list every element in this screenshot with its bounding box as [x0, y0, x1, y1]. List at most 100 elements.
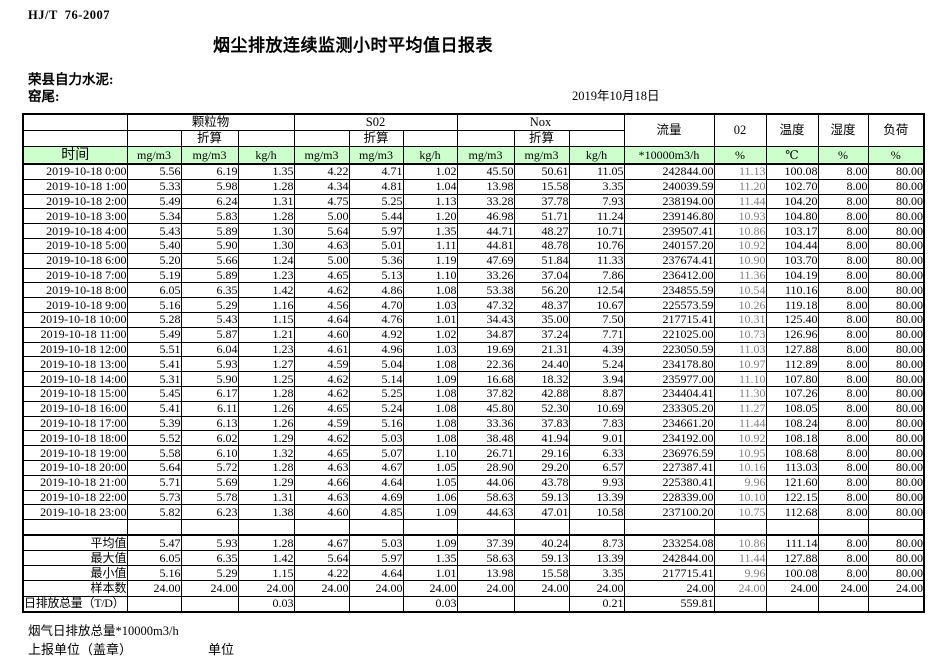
table-cell: 24.00 [180, 580, 239, 597]
table-cell: 80.00 [867, 237, 925, 254]
table-cell: 28.90 [456, 459, 515, 476]
table-cell: 37.78 [513, 193, 570, 210]
table-cell: 6.13 [180, 415, 239, 432]
table-cell: 5.07 [348, 445, 404, 461]
table-cell: 6.05 [126, 550, 182, 567]
table-cell: 1.35 [402, 550, 458, 567]
table-cell: 5.03 [348, 533, 404, 552]
table-cell: 47.01 [513, 504, 570, 521]
table-cell: 13.98 [456, 565, 515, 582]
table-cell: 80.00 [867, 311, 925, 328]
table-cell: 5.00 [293, 252, 350, 269]
table-cell: 11.24 [568, 208, 625, 225]
table-cell: 4.65 [293, 445, 350, 461]
table-cell: 237100.20 [623, 504, 715, 521]
table-row: 2019-10-18 18:00 5.52 6.02 1.29 4.62 5.03 1.08… [22, 430, 925, 447]
table-cell: 6.24 [180, 193, 239, 210]
table-cell: 1.10 [402, 267, 458, 284]
table-cell: 10.26 [713, 297, 767, 313]
header-unit: mg/m3 [180, 146, 239, 165]
table-cell: 122.15 [765, 489, 819, 506]
table-cell: 102.70 [765, 178, 819, 195]
time-cell: 2019-10-18 14:00 [22, 371, 128, 387]
table-cell: 5.43 [180, 311, 239, 328]
table-cell [513, 595, 570, 613]
table-cell: 24.00 [568, 580, 625, 597]
header-temperature: 温度 [765, 113, 819, 147]
table-cell: 4.65 [293, 267, 350, 284]
table-cell: 5.14 [348, 371, 404, 387]
table-cell: 9.96 [713, 474, 767, 491]
table-cell: 5.40 [126, 237, 182, 254]
blank-cell [867, 519, 925, 536]
table-cell: 1.35 [237, 163, 295, 180]
table-cell: 1.08 [402, 282, 458, 299]
table-cell: 5.13 [348, 267, 404, 284]
table-cell: 4.60 [293, 326, 350, 343]
blank-cell [765, 519, 819, 536]
table-cell: 8.00 [817, 163, 869, 180]
table-cell: 33.28 [456, 193, 515, 210]
table-cell: 104.44 [765, 237, 819, 254]
table-cell: 4.62 [293, 371, 350, 387]
table-cell: 6.11 [180, 400, 239, 417]
table-cell: 51.84 [513, 252, 570, 269]
table-cell: 58.63 [456, 550, 515, 567]
table-cell: 238194.00 [623, 193, 715, 210]
blank-cell [456, 519, 515, 536]
table-cell: 24.00 [402, 580, 458, 597]
table-cell: 80.00 [867, 533, 925, 552]
header-blank [22, 130, 128, 147]
table-cell: 52.30 [513, 400, 570, 417]
table-cell: 3.35 [568, 565, 625, 582]
table-cell: 1.03 [402, 341, 458, 358]
table-cell: 4.63 [293, 489, 350, 506]
table-cell: 103.70 [765, 252, 819, 269]
unit-label: 单位 [208, 642, 235, 657]
table-cell: 5.39 [126, 415, 182, 432]
table-cell: 51.71 [513, 208, 570, 225]
table-cell: 239507.41 [623, 223, 715, 239]
table-cell: 1.02 [402, 326, 458, 343]
table-cell: 80.00 [867, 178, 925, 195]
header-nox-converted: 折算 [513, 130, 570, 147]
table-cell: 13.39 [568, 489, 625, 506]
table-cell: 80.00 [867, 193, 925, 210]
time-cell: 2019-10-18 20:00 [22, 459, 128, 476]
table-cell: 34.43 [456, 311, 515, 328]
summary-row: 最小值 5.16 5.29 1.15 4.22 4.64 1.01 13.98 15.58 3.3… [22, 565, 925, 582]
table-cell: 8.00 [817, 223, 869, 239]
table-cell: 5.20 [126, 252, 182, 269]
time-cell: 2019-10-18 23:00 [22, 504, 128, 521]
table-row: 2019-10-18 4:00 5.43 5.89 1.30 5.64 5.97 1.35 4… [22, 223, 925, 239]
table-cell: 8.00 [817, 371, 869, 387]
monitoring-point: 窑尾: [28, 89, 60, 104]
table-row: 2019-10-18 8:00 6.05 6.35 1.42 4.62 4.86 1.08 5… [22, 282, 925, 299]
time-cell: 2019-10-18 2:00 [22, 193, 128, 210]
table-cell: 1.08 [402, 415, 458, 432]
table-cell: 6.02 [180, 430, 239, 447]
table-cell: 8.00 [817, 400, 869, 417]
table-cell: 24.00 [513, 580, 570, 597]
table-cell: 58.63 [456, 489, 515, 506]
table-cell: 38.48 [456, 430, 515, 447]
table-cell: 5.28 [126, 311, 182, 328]
table-cell: 8.00 [817, 208, 869, 225]
blank-cell [22, 519, 128, 536]
table-cell: 6.23 [180, 504, 239, 521]
table-cell: 21.31 [513, 341, 570, 358]
header-nox-group: Nox [456, 113, 625, 131]
table-cell: 5.83 [180, 208, 239, 225]
table-row: 2019-10-18 22:00 5.73 5.78 1.31 4.63 4.69 1.06… [22, 489, 925, 506]
table-cell: 1.04 [402, 178, 458, 195]
table-cell: 8.00 [817, 193, 869, 210]
table-cell: 5.98 [180, 178, 239, 195]
table-cell: 24.00 [867, 580, 925, 597]
table-cell: 80.00 [867, 356, 925, 373]
table-cell: 4.59 [293, 356, 350, 373]
table-cell: 227387.41 [623, 459, 715, 476]
table-cell: 11.44 [713, 415, 767, 432]
table-cell: 8.00 [817, 326, 869, 343]
time-cell: 2019-10-18 8:00 [22, 282, 128, 299]
table-cell: 5.93 [180, 356, 239, 373]
